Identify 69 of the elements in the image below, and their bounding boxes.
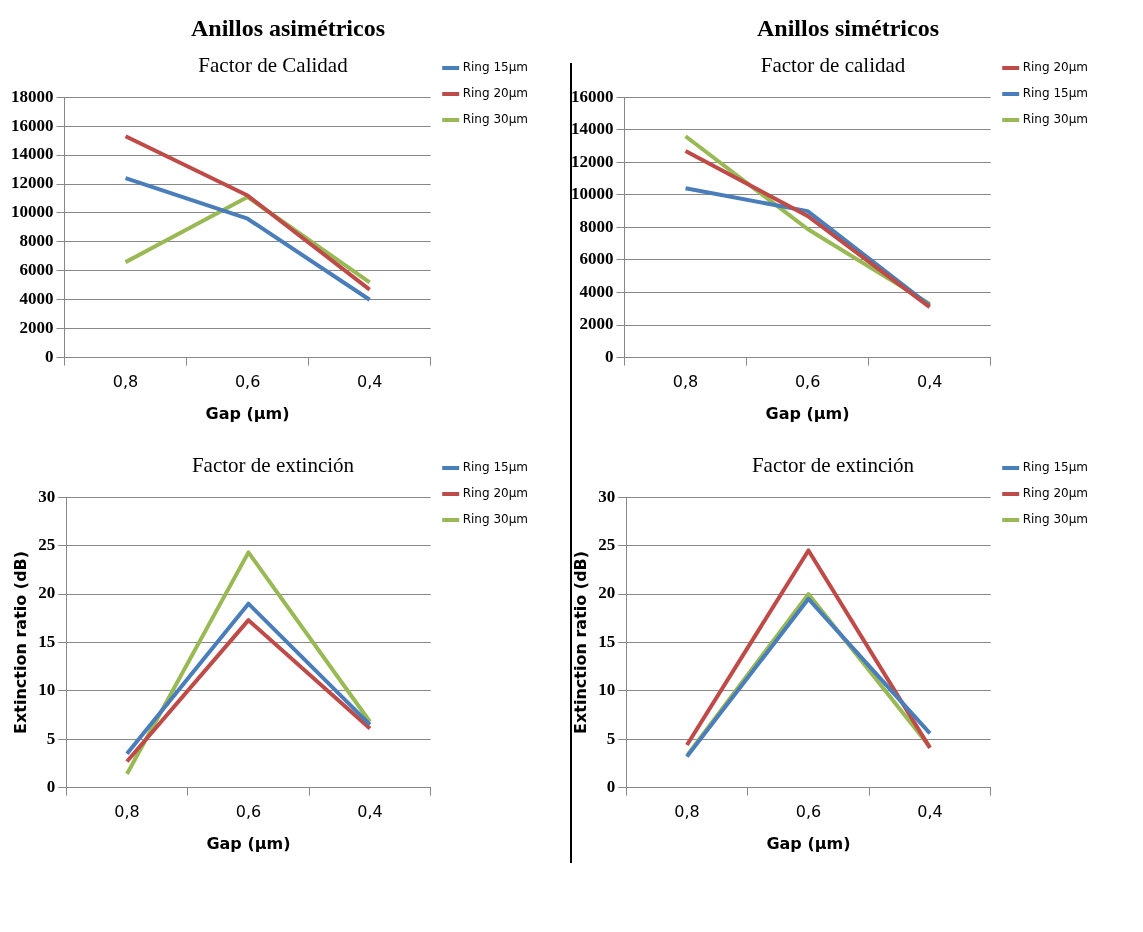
- y-tick-label: 25: [38, 534, 56, 554]
- chart-title: Factor de Calidad: [198, 53, 349, 78]
- y-tick-label: 0: [606, 776, 616, 796]
- legend-label: Ring 20µm: [462, 86, 529, 101]
- y-tick-label: 4000: [19, 289, 54, 309]
- y-tick-label: 16000: [571, 86, 614, 106]
- y-tick-label: 14000: [571, 119, 614, 139]
- y-tick-label: 4000: [579, 281, 614, 301]
- y-tick-label: 15: [38, 631, 56, 651]
- y-tick-label: 6000: [19, 260, 54, 280]
- y-tick-label: 14000: [11, 144, 54, 164]
- y-tick-label: 30: [38, 486, 56, 506]
- y-tick-label: 10000: [11, 202, 54, 222]
- y-tick-label: 25: [598, 534, 616, 554]
- text: Anillos simétricos: [756, 14, 940, 43]
- legend-label: Ring 30µm: [462, 512, 529, 527]
- y-tick-label: 10: [38, 680, 56, 700]
- y-tick-label: 16000: [11, 115, 54, 135]
- legend-label: Ring 15µm: [462, 60, 529, 75]
- y-tick-label: 10000: [571, 184, 614, 204]
- legend-label: Ring 15µm: [462, 460, 529, 475]
- x-tick-label: 0,8: [114, 802, 140, 822]
- x-tick-label: 0,4: [917, 802, 943, 822]
- y-tick-label: 20: [38, 583, 56, 603]
- x-tick-label: 0,6: [795, 802, 822, 822]
- legend-label: Ring 15µm: [1022, 460, 1089, 475]
- chart-title: Factor de extinción: [191, 453, 355, 478]
- y-axis-title: Extinction ratio (dB): [10, 550, 30, 734]
- legend-label: Ring 30µm: [1022, 512, 1089, 527]
- x-tick-label: 0,4: [916, 372, 943, 392]
- legend-label: Ring 20µm: [462, 486, 529, 501]
- x-tick-label: 0,6: [235, 802, 262, 822]
- x-axis-title: Gap (µm): [205, 403, 290, 423]
- y-tick-label: 8000: [579, 216, 614, 236]
- text: Anillos asimétricos: [190, 14, 386, 43]
- y-tick-label: 0: [605, 346, 614, 366]
- y-tick-label: 8000: [19, 231, 54, 251]
- chart-title: Factor de extinción: [751, 453, 915, 478]
- y-tick-label: 12000: [571, 151, 614, 171]
- y-tick-label: 6000: [579, 249, 614, 269]
- y-axis-title: Extinction ratio (dB): [570, 550, 590, 734]
- y-tick-label: 18000: [11, 86, 54, 106]
- y-tick-label: 5: [606, 728, 616, 748]
- x-tick-label: 0,6: [794, 372, 821, 392]
- y-tick-label: 0: [46, 776, 56, 796]
- y-tick-label: 15: [598, 631, 616, 651]
- y-tick-label: 0: [45, 346, 54, 366]
- y-tick-label: 2000: [19, 318, 54, 338]
- x-tick-label: 0,4: [357, 802, 383, 822]
- legend-label: Ring 30µm: [1022, 112, 1089, 127]
- x-tick-label: 0,8: [112, 372, 139, 392]
- y-tick-label: 2000: [579, 314, 614, 334]
- y-tick-label: 30: [598, 486, 616, 506]
- y-tick-label: 10: [598, 680, 616, 700]
- legend-label: Ring 15µm: [1022, 86, 1089, 101]
- x-axis-title: Gap (µm): [766, 833, 851, 853]
- x-axis-title: Gap (µm): [206, 833, 291, 853]
- x-tick-label: 0,8: [674, 802, 700, 822]
- chart-title: Factor de calidad: [760, 53, 906, 78]
- legend-label: Ring 20µm: [1022, 486, 1089, 501]
- y-tick-label: 20: [598, 583, 616, 603]
- x-tick-label: 0,8: [672, 372, 699, 392]
- y-tick-label: 12000: [11, 173, 54, 193]
- y-tick-label: 5: [46, 728, 56, 748]
- x-axis-title: Gap (µm): [765, 403, 850, 423]
- legend-label: Ring 20µm: [1022, 60, 1089, 75]
- legend-label: Ring 30µm: [462, 112, 529, 127]
- x-tick-label: 0,6: [234, 372, 261, 392]
- x-tick-label: 0,4: [356, 372, 383, 392]
